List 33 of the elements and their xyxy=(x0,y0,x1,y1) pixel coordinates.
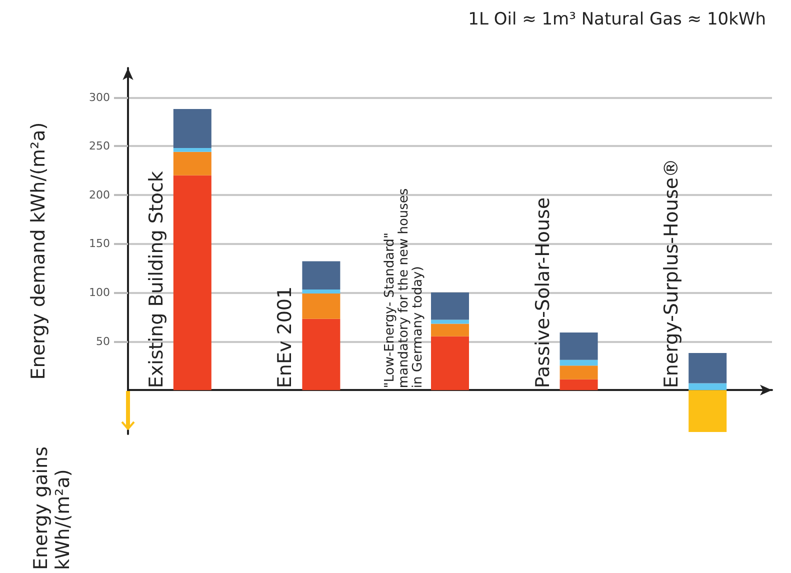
bar xyxy=(688,352,727,384)
bar xyxy=(431,292,469,320)
bar xyxy=(302,318,340,390)
y-tick-label: 100 xyxy=(89,286,110,299)
bar xyxy=(560,360,598,366)
bar xyxy=(302,261,340,290)
y-axis-title: Energy demand kWh/(m²a) xyxy=(28,122,50,380)
bar xyxy=(560,379,598,390)
x-tick-label: Existing Building Stock xyxy=(145,171,168,388)
bar xyxy=(302,290,340,294)
text: Energy gains kWh/(m²a) xyxy=(30,446,74,570)
bar xyxy=(688,383,727,390)
x-tick-label: Passive-Solar-House xyxy=(532,197,554,388)
bar xyxy=(431,336,469,390)
bar xyxy=(560,366,598,380)
bar xyxy=(173,152,212,176)
y-tick-label: 300 xyxy=(89,90,110,104)
bar xyxy=(173,175,212,390)
bar xyxy=(302,293,340,319)
bar xyxy=(173,108,212,148)
y-tick-label: 250 xyxy=(89,140,110,153)
x-tick-label: "Low-Energy- Standard" mandatory for the new houses in Germany today) xyxy=(382,188,426,388)
bar xyxy=(431,320,469,324)
bar xyxy=(560,332,598,360)
x-tick-label: Energy-Surplus-House® xyxy=(660,158,683,388)
chart-title: 1L Oil ≈ 1m³ Natural Gas ≈ 10kWh xyxy=(468,10,766,30)
bar xyxy=(431,324,469,336)
y-tick-label: 200 xyxy=(89,188,110,202)
y-tick-label: 50 xyxy=(96,334,110,348)
bar xyxy=(688,390,727,432)
y-tick-label: 150 xyxy=(89,237,110,250)
x-tick-label: EnEv 2001 xyxy=(274,286,296,388)
bar xyxy=(173,148,212,152)
